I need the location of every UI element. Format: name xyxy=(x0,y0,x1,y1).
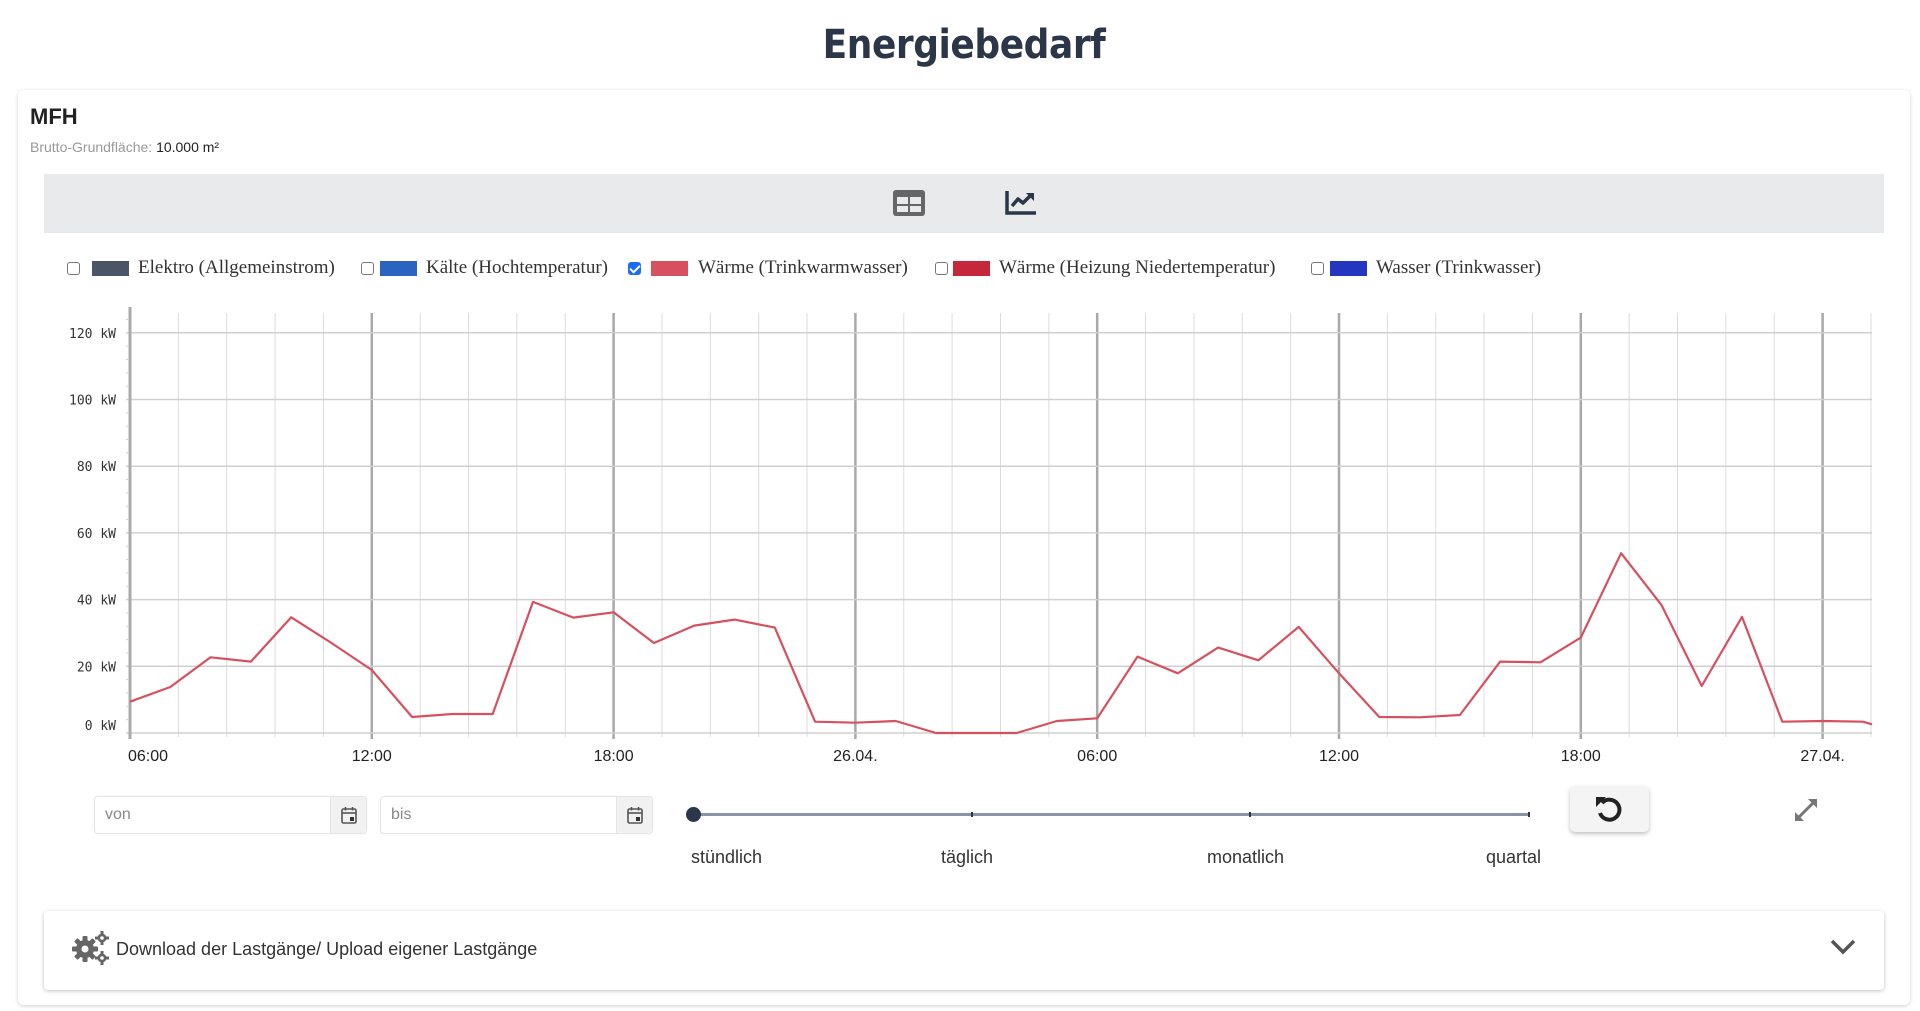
legend-checkbox[interactable] xyxy=(935,262,948,275)
page-title: Energiebedarf xyxy=(822,22,1106,68)
table-icon xyxy=(893,190,925,216)
resolution-option-daily[interactable]: täglich xyxy=(941,847,994,867)
resolution-option-quarterly[interactable]: quartal xyxy=(1486,847,1542,867)
chart-legend: Elektro (Allgemeinstrom) Kälte (Hochtemp… xyxy=(18,256,1910,280)
legend-swatch xyxy=(92,261,129,276)
slider-track[interactable] xyxy=(693,813,1530,816)
resolution-option-monthly[interactable]: monatlich xyxy=(1207,847,1285,867)
y-tick-label: 20 kW xyxy=(77,660,116,675)
legend-checkbox-checked[interactable] xyxy=(628,262,641,275)
expand-icon xyxy=(1795,799,1817,821)
x-tick-label: 18:00 xyxy=(1561,748,1601,765)
from-calendar-button[interactable] xyxy=(330,797,366,833)
legend-label: Kälte (Hochtemperatur) xyxy=(426,257,608,278)
slider-tick xyxy=(1528,812,1530,817)
calendar-icon xyxy=(341,807,357,824)
y-tick-label: 120 kW xyxy=(69,327,116,342)
resolution-option-hourly[interactable]: stündlich xyxy=(691,847,763,867)
legend-checkbox[interactable] xyxy=(67,262,80,275)
undo-icon xyxy=(1596,797,1622,822)
fullscreen-button[interactable] xyxy=(1792,796,1820,824)
series-line[interactable] xyxy=(129,552,1873,735)
to-calendar-button[interactable] xyxy=(616,797,652,833)
y-tick-label: 0 kW xyxy=(85,719,116,734)
to-date-input[interactable] xyxy=(381,797,617,833)
chart-view-button[interactable] xyxy=(1004,190,1038,218)
legend-checkbox[interactable] xyxy=(361,262,374,275)
calendar-icon xyxy=(627,807,643,824)
load-profile-chart[interactable]: 0 kW 20 kW 40 kW 60 kW 80 kW 100 kW 120 kW 06:0… xyxy=(18,90,1910,780)
to-date-field xyxy=(380,796,653,834)
legend-label: Wasser (Trinkwasser) xyxy=(1376,257,1542,278)
x-tick-label: 12:00 xyxy=(352,748,392,765)
building-card: MFH Brutto-Grundfläche: 10.000 m² xyxy=(18,90,1910,1005)
accordion-label: Download der Lastgänge/ Upload eigener L… xyxy=(116,939,538,959)
reset-zoom-button[interactable] xyxy=(1570,786,1649,832)
view-toolbar xyxy=(44,174,1884,233)
gears-icon xyxy=(72,931,109,965)
legend-checkbox[interactable] xyxy=(1311,262,1324,275)
legend-label: Wärme (Trinkwarmwasser) xyxy=(698,257,908,278)
y-tick-label: 100 kW xyxy=(69,394,116,409)
x-tick-label: 18:00 xyxy=(594,748,634,765)
legend-swatch xyxy=(953,261,990,276)
x-tick-label: 12:00 xyxy=(1319,748,1359,765)
gross-floor-area-value: 10.000 m² xyxy=(156,139,220,155)
x-tick-label: 06:00 xyxy=(1077,748,1117,765)
from-date-field xyxy=(94,796,367,834)
card-title: MFH xyxy=(30,104,78,129)
slider-thumb[interactable] xyxy=(686,807,701,822)
legend-label: Wärme (Heizung Niedertemperatur) xyxy=(999,257,1276,278)
download-upload-accordion[interactable]: Download der Lastgänge/ Upload eigener L… xyxy=(44,911,1884,990)
from-date-input[interactable] xyxy=(95,797,331,833)
y-tick-label: 80 kW xyxy=(77,460,116,475)
x-tick-label: 26.04. xyxy=(833,748,877,765)
gross-floor-area: Brutto-Grundfläche: 10.000 m² xyxy=(30,139,219,155)
table-view-button[interactable] xyxy=(893,190,927,218)
legend-swatch xyxy=(380,261,417,276)
legend-swatch xyxy=(1330,261,1367,276)
gross-floor-area-label: Brutto-Grundfläche: xyxy=(30,139,153,155)
resolution-slider[interactable]: stündlich täglich monatlich quartal xyxy=(686,790,1553,867)
x-tick-label: 27.04. xyxy=(1800,748,1844,765)
x-tick-label: 06:00 xyxy=(128,748,168,765)
slider-tick xyxy=(1249,812,1251,817)
chevron-down-icon xyxy=(1830,939,1856,955)
y-tick-label: 40 kW xyxy=(77,594,116,609)
legend-swatch xyxy=(651,261,688,276)
legend-label: Elektro (Allgemeinstrom) xyxy=(138,257,335,278)
slider-tick xyxy=(971,812,973,817)
line-chart-icon xyxy=(1005,191,1036,215)
y-tick-label: 60 kW xyxy=(77,527,116,542)
